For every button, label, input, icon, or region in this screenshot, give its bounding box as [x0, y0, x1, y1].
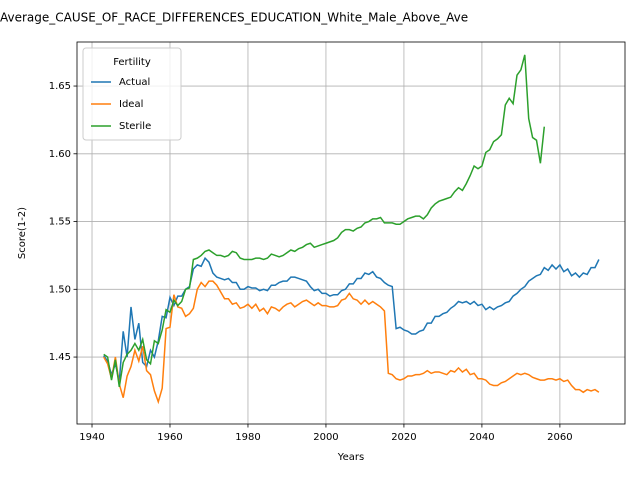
legend-title: Fertility: [113, 57, 151, 68]
x-tick-label: 2060: [547, 432, 572, 443]
legend-label: Ideal: [119, 99, 143, 110]
y-axis-label: Score(1-2): [17, 207, 28, 259]
y-tick-label: 1.50: [49, 284, 71, 295]
chart-title: Average_CAUSE_OF_RACE_DIFFERENCES_EDUCAT…: [0, 11, 468, 25]
x-tick-label: 1940: [79, 432, 104, 443]
series-line: [103, 256, 600, 382]
y-tick-label: 1.55: [49, 217, 71, 228]
x-tick-label: 2020: [391, 432, 416, 443]
legend-box: [82, 47, 182, 141]
plot-frame: [76, 41, 626, 425]
x-tick-label: 2000: [313, 432, 338, 443]
x-axis-label: Years: [337, 452, 364, 463]
legend-label: Actual: [119, 77, 150, 88]
y-tick-label: 1.45: [49, 352, 71, 363]
x-tick-label: 1960: [157, 432, 182, 443]
legend: Fertility Actual Ideal Sterile: [82, 47, 182, 141]
y-tick-label: 1.65: [49, 81, 71, 92]
series-line: [103, 54, 546, 387]
y-tick-label: 1.60: [49, 149, 71, 160]
series-line: [103, 280, 600, 405]
legend-label: Sterile: [119, 121, 151, 132]
x-tick-label: 2040: [469, 432, 494, 443]
x-tick-label: 1980: [235, 432, 260, 443]
